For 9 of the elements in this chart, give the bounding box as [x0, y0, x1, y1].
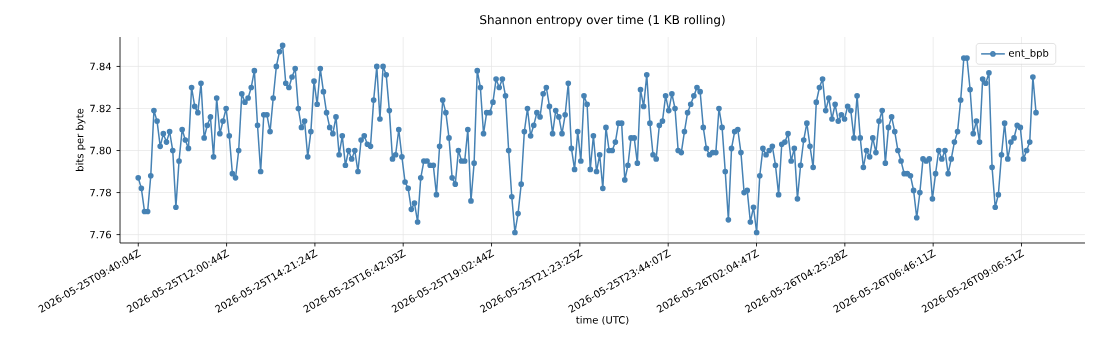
- x-axis-title: time (UTC): [576, 315, 629, 325]
- y-tick-label: 7.84: [90, 62, 112, 71]
- y-tick-label: 7.82: [90, 104, 111, 113]
- y-tick-label: 7.80: [90, 146, 111, 155]
- y-tick-label: 7.76: [90, 230, 111, 239]
- chart-title: Shannon entropy over time (1 KB rolling): [480, 14, 725, 27]
- legend-label: ent_bpb: [1008, 49, 1049, 59]
- y-tick-label: 7.78: [90, 188, 111, 197]
- y-axis-title: bits per byte: [75, 108, 86, 171]
